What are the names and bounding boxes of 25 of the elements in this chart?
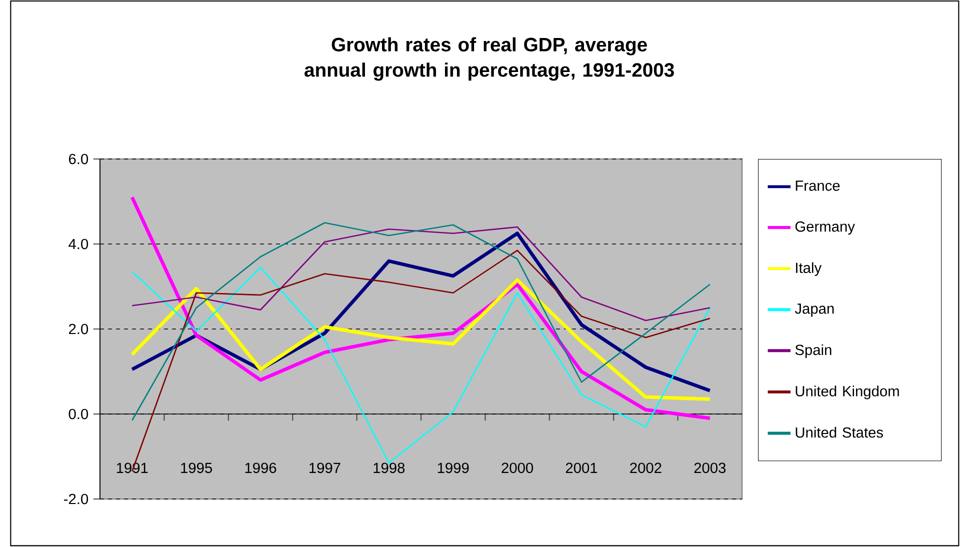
line-series bbox=[130, 278, 712, 401]
x-tick-label: 2000 bbox=[502, 462, 534, 474]
y-tick-label: 6.0 bbox=[68, 154, 88, 164]
x-tick-label: 1996 bbox=[245, 462, 276, 474]
chart-title: Growth rates of real GDP, average annual growth in percentage, 1991-2003 bbox=[304, 37, 674, 81]
x-tick-label: 2002 bbox=[630, 462, 662, 474]
legend-label: Japan bbox=[794, 304, 834, 317]
x-tick-label: 1999 bbox=[438, 462, 469, 474]
x-tick-label: 2003 bbox=[694, 462, 726, 474]
line-series bbox=[131, 226, 711, 322]
x-tick-label: 1998 bbox=[374, 462, 405, 474]
line-series bbox=[130, 232, 712, 392]
legend-label: Italy bbox=[796, 262, 822, 276]
y-tick-label: 2.0 bbox=[68, 324, 88, 334]
legend-label: United Kingdom bbox=[796, 386, 899, 400]
legend-label: Spain bbox=[795, 344, 832, 358]
y-tick-label: -2.0 bbox=[64, 494, 88, 504]
x-tick-label: 1997 bbox=[310, 462, 340, 474]
legend-label: Germany bbox=[795, 221, 855, 235]
x-tick-label: 1995 bbox=[181, 462, 212, 474]
legend-label: United States bbox=[796, 426, 884, 438]
legend-label: France bbox=[796, 180, 840, 191]
y-tick-label: 0.0 bbox=[68, 408, 88, 420]
x-tick-label: 2001 bbox=[566, 462, 598, 474]
y-tick-label: 4.0 bbox=[68, 238, 88, 250]
